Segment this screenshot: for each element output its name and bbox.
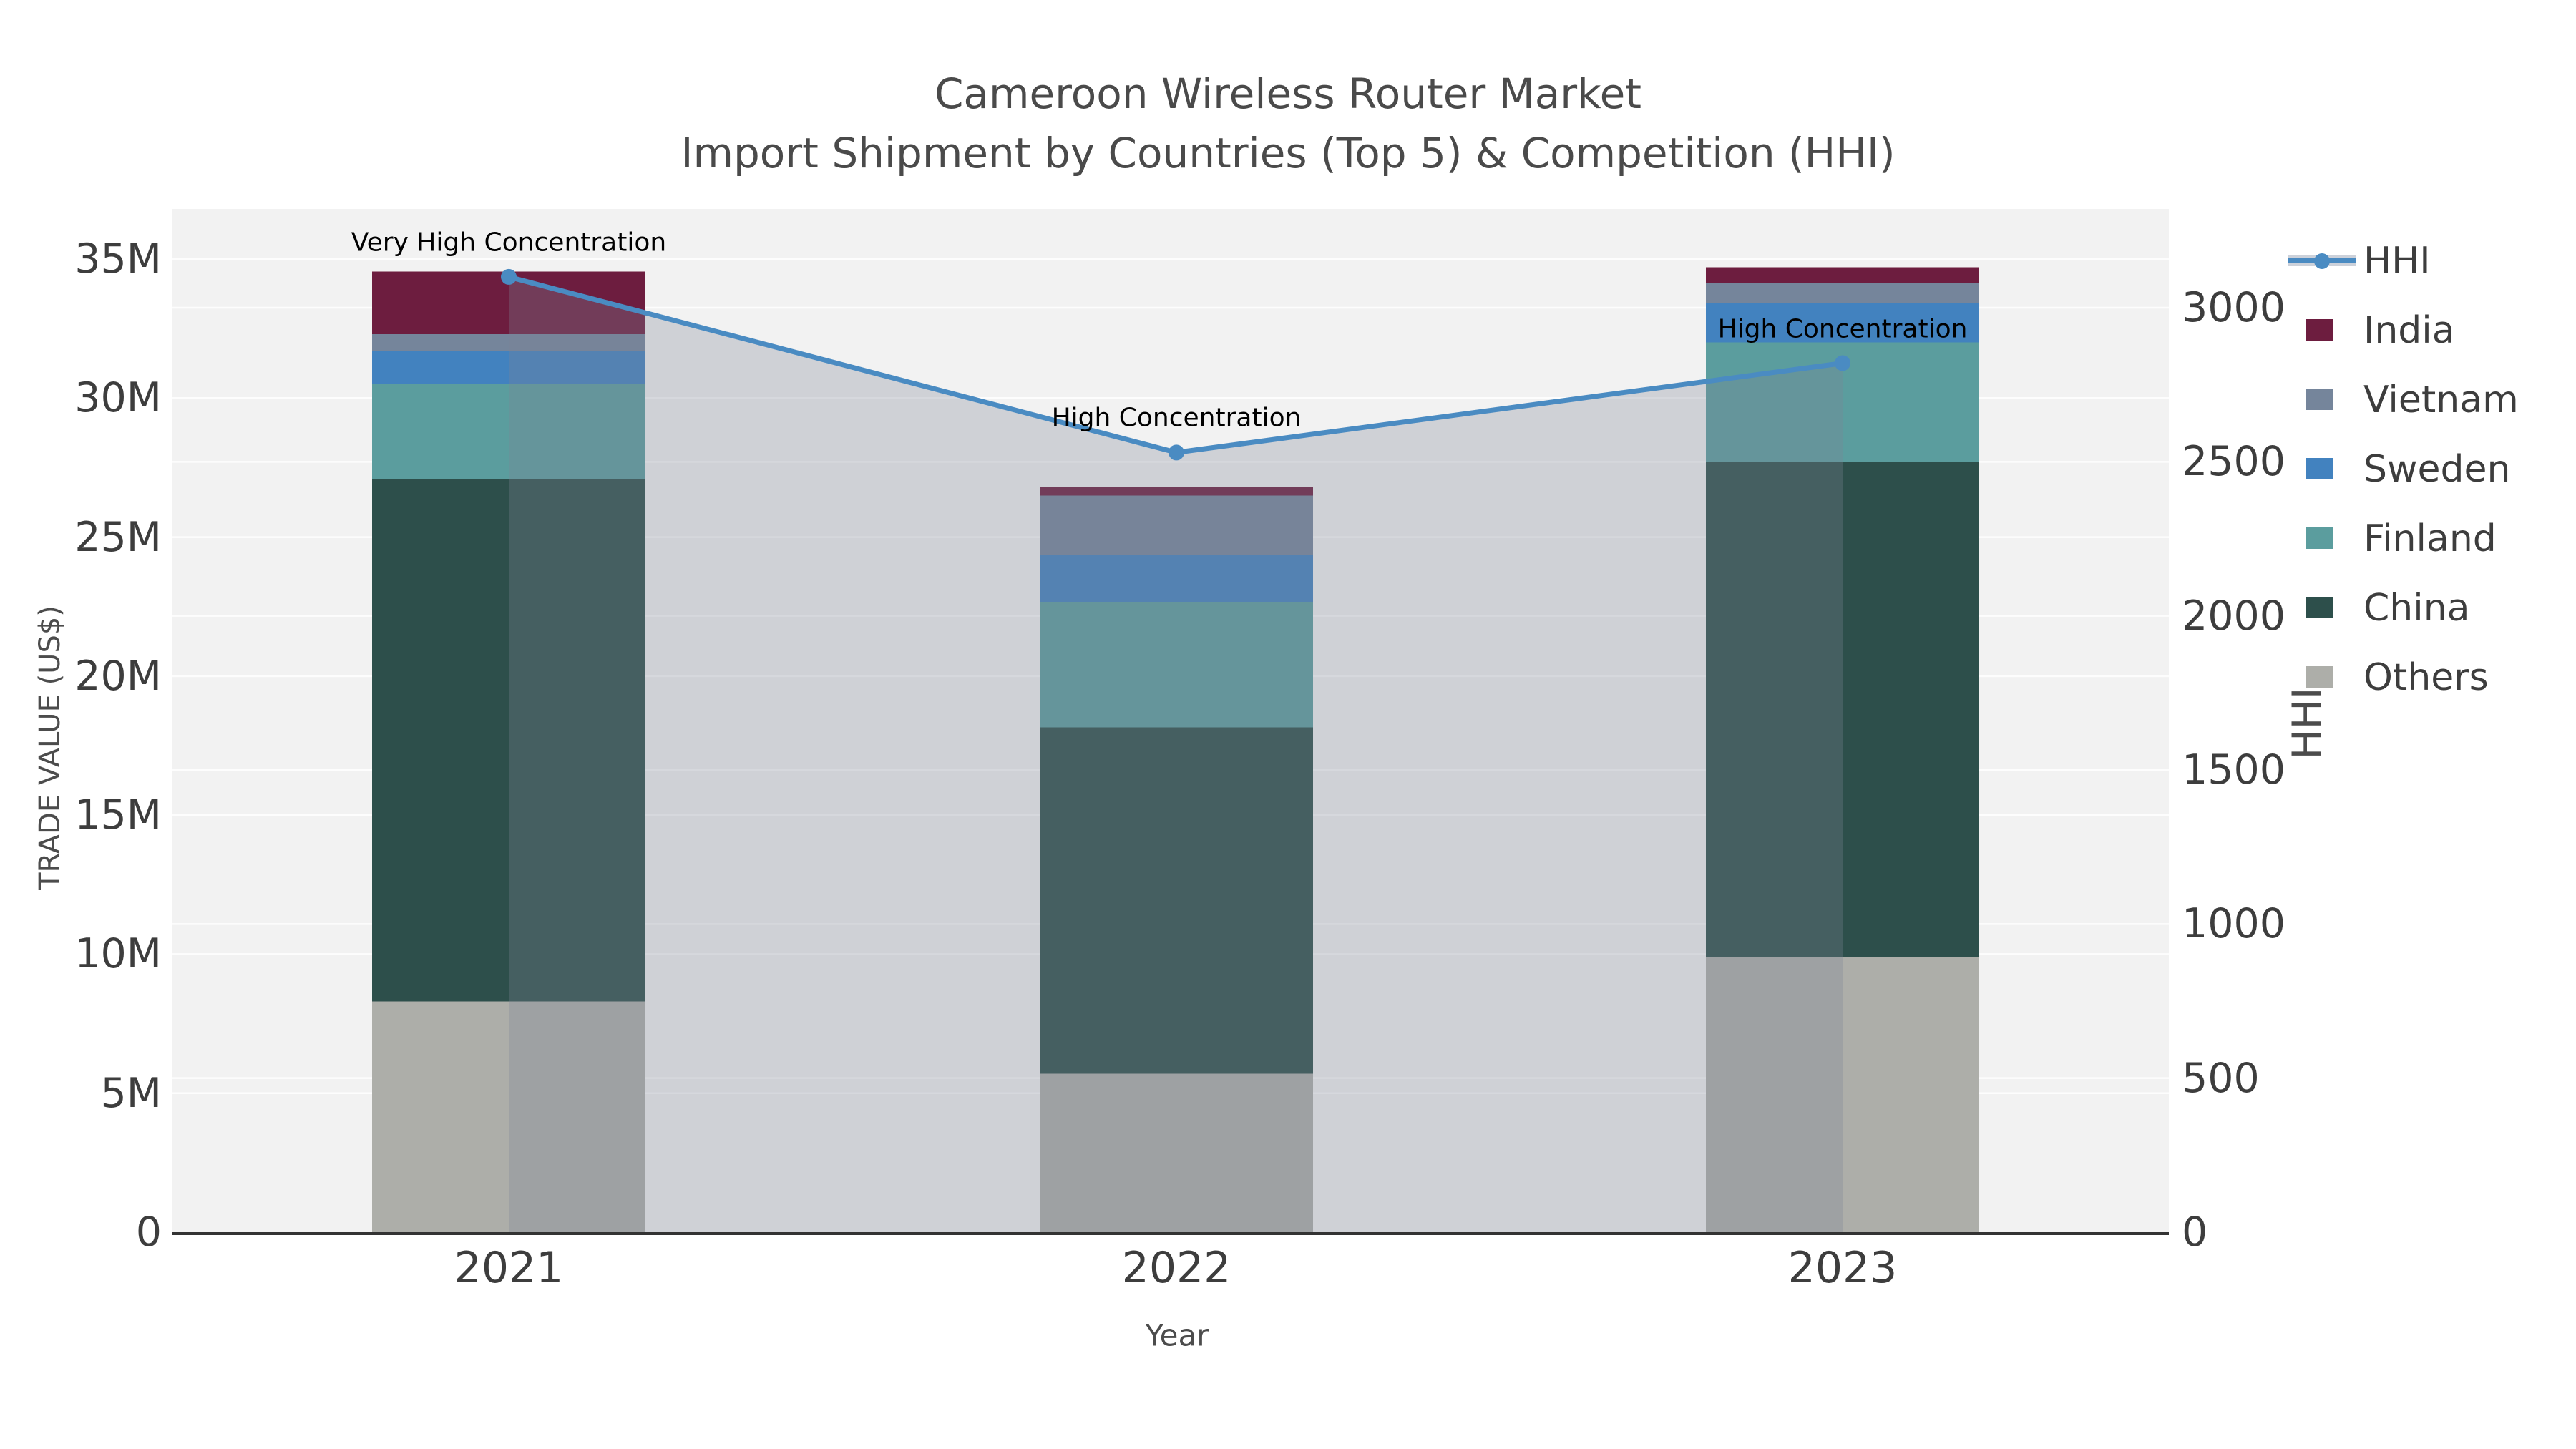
y-tick-left-10M: 10M [74, 930, 162, 978]
chart-title: Cameroon Wireless Router Market Import S… [0, 64, 2576, 183]
bar-segment-others-2022 [1040, 1073, 1313, 1232]
legend-label-vietnam: Vietnam [2363, 378, 2519, 421]
legend-swatch-icon [2288, 296, 2363, 365]
bar-segment-vietnam-2023 [1706, 283, 1979, 304]
y-tick-right-500: 500 [2182, 1054, 2260, 1102]
y-axis-label-left: TRADE VALUE (US$) [34, 605, 67, 890]
bar-segment-finland-2021 [372, 384, 645, 479]
legend-label-hhi: HHI [2363, 239, 2431, 283]
chart-title-line2: Import Shipment by Countries (Top 5) & C… [680, 129, 1896, 177]
legend-item-sweden: Sweden [2288, 434, 2519, 504]
legend-label-sweden: Sweden [2363, 447, 2511, 491]
y-tick-left-5M: 5M [100, 1069, 162, 1117]
legend-label-india: India [2363, 308, 2455, 352]
legend-hhi-line-icon [2288, 226, 2363, 296]
x-axis-label: Year [1145, 1317, 1209, 1353]
y-tick-left-15M: 15M [74, 791, 162, 839]
x-axis-spine [172, 1232, 2169, 1235]
annotation-2023: High Concentration [1717, 314, 1968, 343]
x-tick-2022: 2022 [1121, 1243, 1231, 1293]
bar-segment-finland-2022 [1040, 602, 1313, 728]
chart-title-line1: Cameroon Wireless Router Market [934, 69, 1642, 118]
plot-canvas [172, 209, 2169, 1235]
plot-area [172, 209, 2169, 1235]
y-tick-left-35M: 35M [74, 235, 162, 283]
legend-dot-icon [2314, 253, 2330, 269]
bar-segment-vietnam-2022 [1040, 495, 1313, 555]
y-tick-right-2500: 2500 [2182, 438, 2286, 486]
legend-swatch-icon [2288, 504, 2363, 573]
legend-item-india: India [2288, 296, 2519, 365]
legend-label-china: China [2363, 586, 2470, 630]
legend-color-swatch-finland [2306, 527, 2333, 549]
hhi-marker-2021 [501, 268, 517, 285]
legend-label-others: Others [2363, 655, 2489, 699]
y-tick-right-2000: 2000 [2182, 592, 2286, 640]
y-tick-right-1500: 1500 [2182, 746, 2286, 794]
legend-item-china: China [2288, 573, 2519, 643]
y-tick-right-1000: 1000 [2182, 900, 2286, 948]
x-tick-2021: 2021 [454, 1243, 564, 1293]
hhi-marker-2023 [1835, 355, 1850, 371]
legend-color-swatch-others [2306, 666, 2333, 688]
bar-segment-others-2021 [372, 1001, 645, 1232]
legend-item-hhi: HHI [2288, 226, 2519, 296]
bar-segment-vietnam-2021 [372, 333, 645, 351]
y-tick-left-0: 0 [135, 1209, 162, 1256]
hhi-area-fill [509, 276, 1843, 1233]
bar-segment-china-2021 [372, 478, 645, 1002]
bar-segment-sweden-2023 [1706, 303, 1979, 343]
legend-color-swatch-sweden [2306, 458, 2333, 479]
bar-segment-china-2023 [1706, 462, 1979, 957]
y-tick-right-3000: 3000 [2182, 283, 2286, 331]
y-tick-left-20M: 20M [74, 652, 162, 700]
bar-segment-india-2022 [1040, 487, 1313, 496]
bar-segment-others-2023 [1706, 957, 1979, 1232]
legend-item-finland: Finland [2288, 504, 2519, 573]
legend-item-others: Others [2288, 643, 2519, 712]
legend-color-swatch-vietnam [2306, 389, 2333, 410]
bar-segment-sweden-2022 [1040, 555, 1313, 602]
y-tick-right-0: 0 [2182, 1209, 2208, 1256]
bar-segment-india-2023 [1706, 267, 1979, 283]
legend-color-swatch-china [2306, 597, 2333, 618]
annotation-2022: High Concentration [1051, 403, 1302, 433]
legend-swatch-icon [2288, 434, 2363, 504]
legend: HHI India Vietnam Sweden Finland China Others [2288, 226, 2519, 712]
hhi-marker-2022 [1169, 444, 1184, 461]
legend-item-vietnam: Vietnam [2288, 365, 2519, 434]
annotation-2021: Very High Concentration [351, 228, 667, 258]
y-tick-left-25M: 25M [74, 513, 162, 561]
legend-swatch-icon [2288, 365, 2363, 434]
y-tick-left-30M: 30M [74, 374, 162, 422]
legend-swatch-icon [2288, 643, 2363, 712]
bar-segment-china-2022 [1040, 727, 1313, 1074]
legend-swatch-icon [2288, 573, 2363, 643]
x-tick-2023: 2023 [1787, 1243, 1898, 1293]
legend-color-swatch-india [2306, 319, 2333, 341]
legend-label-finland: Finland [2363, 517, 2497, 560]
bar-segment-sweden-2021 [372, 351, 645, 384]
